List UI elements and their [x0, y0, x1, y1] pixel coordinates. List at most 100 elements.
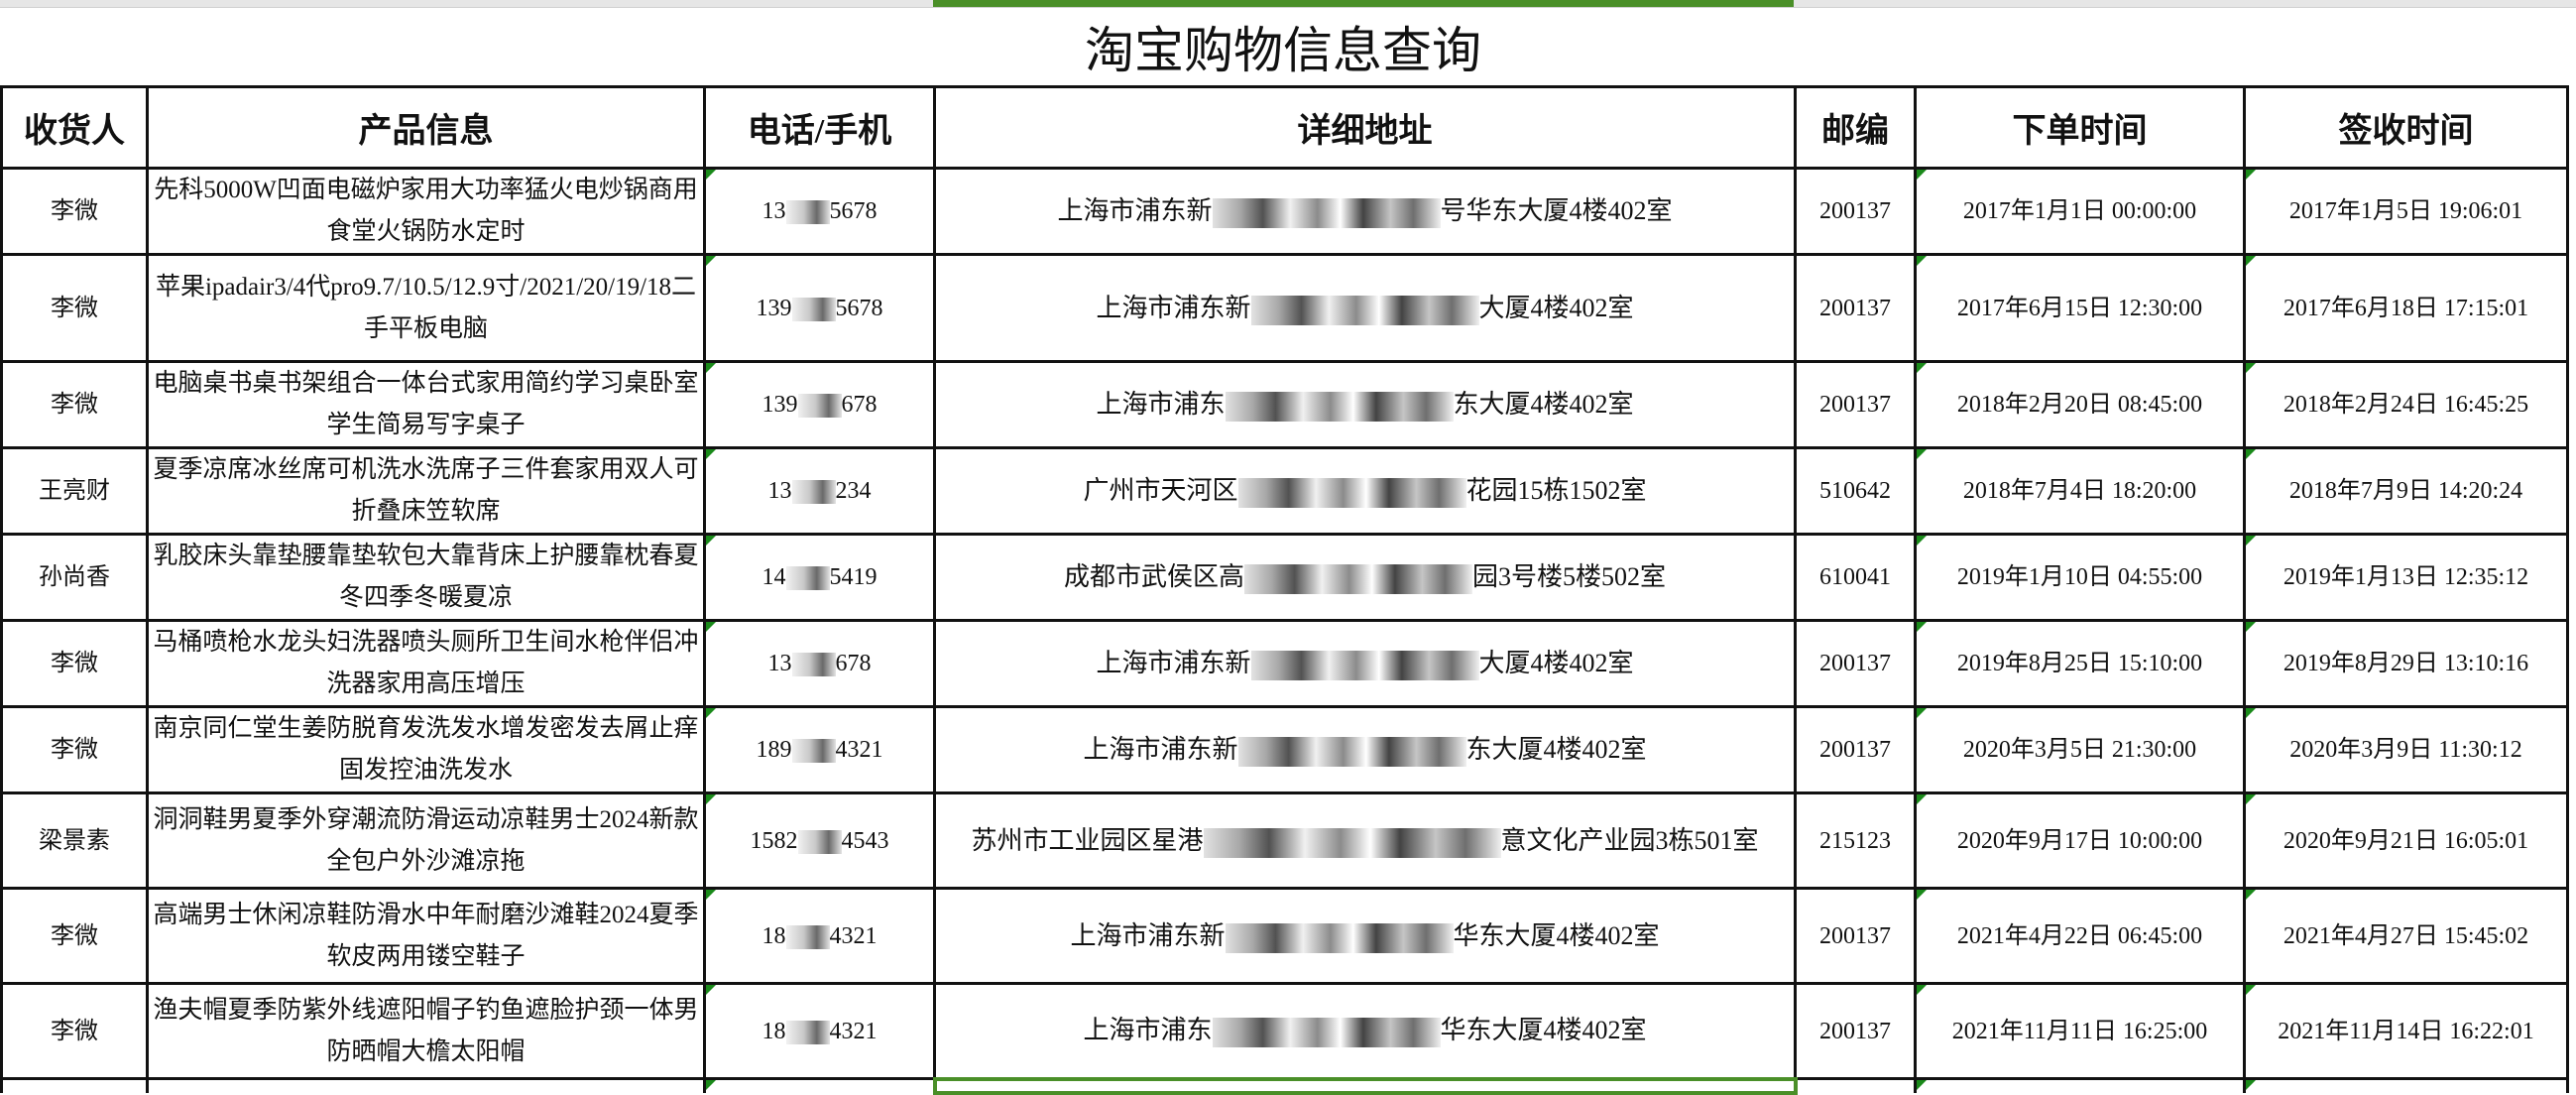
recipient-cell[interactable]: 李微 — [0, 360, 149, 449]
zip-cell[interactable]: 200137 — [1794, 167, 1917, 256]
phone-cell[interactable]: 13 678 — [703, 619, 936, 708]
sign-time-cell[interactable]: 2017年6月18日 17:15:01 — [2243, 253, 2569, 363]
address-cell[interactable]: 广州市天河区 花园15栋1502室 — [933, 446, 1797, 536]
orders-table: 收货人 产品信息 电话/手机 详细地址 邮编 下单时间 签收时间 李微 先科5000W凹面电磁… — [0, 85, 2569, 1095]
header-sign-time[interactable]: 签收时间 — [2243, 85, 2569, 170]
table-row: 梁景素 洞洞鞋男夏季外穿潮流防滑运动凉鞋男士2024新款全包户外沙滩凉拖 1582 4… — [0, 791, 2569, 890]
sign-time-cell[interactable]: 2018年7月9日 14:20:24 — [2243, 446, 2569, 536]
address-cell[interactable]: 上海市浦东新 号华东大厦4楼402室 — [933, 167, 1797, 256]
zip-cell[interactable]: 510642 — [1794, 446, 1917, 536]
zip-cell[interactable]: 610041 — [1794, 533, 1917, 622]
order-time-cell[interactable]: 2019年1月10日 04:55:00 — [1914, 533, 2246, 622]
address-cell[interactable]: 上海市浦东新 东大厦4楼402室 — [933, 705, 1797, 794]
header-zip[interactable]: 邮编 — [1794, 85, 1917, 170]
order-time-cell[interactable]: 2018年7月4日 18:20:00 — [1914, 446, 2246, 536]
phone-cell[interactable]: 139 678 — [703, 360, 936, 449]
sign-time-cell[interactable]: 2019年1月13日 12:35:12 — [2243, 533, 2569, 622]
header-product[interactable]: 产品信息 — [146, 85, 706, 170]
address-cell[interactable]: 苏州市工业园区星港 意文化产业园3栋501室 — [933, 791, 1797, 890]
phone-cell[interactable]: 14 5419 — [703, 533, 936, 622]
header-row: 收货人 产品信息 电话/手机 详细地址 邮编 下单时间 签收时间 — [0, 85, 2569, 170]
sign-time-cell[interactable]: 2018年2月24日 16:45:25 — [2243, 360, 2569, 449]
sign-time-cell[interactable]: 2021年4月27日 15:45:02 — [2243, 887, 2569, 985]
table-row: 李微 电脑桌书桌书架组合一体台式家用简约学习桌卧室学生简易写字桌子 139 678 上海… — [0, 360, 2569, 449]
zip-cell[interactable]: 215123 — [1794, 791, 1917, 890]
product-cell[interactable]: 渔夫帽夏季防紫外线遮阳帽子钓鱼遮脸护颈一体男防晒帽大檐太阳帽 — [146, 982, 706, 1080]
product-cell[interactable]: 马桶喷枪水龙头妇洗器喷头厕所卫生间水枪伴侣冲洗器家用高压增压 — [146, 619, 706, 708]
sign-time-cell[interactable]: 2021年11月14日 16:22:01 — [2243, 982, 2569, 1080]
phone-cell[interactable]: 18 4321 — [703, 982, 936, 1080]
redacted-mask — [785, 200, 830, 225]
header-order-time[interactable]: 下单时间 — [1914, 85, 2246, 170]
selected-cell[interactable] — [932, 1076, 1798, 1095]
address-cell[interactable]: 成都市武侯区高 园3号楼5楼502室 — [933, 533, 1797, 622]
product-cell[interactable]: 先科5000W凹面电磁炉家用大功率猛火电炒锅商用食堂火锅防水定时 — [146, 167, 706, 256]
redacted-mask — [785, 924, 830, 949]
product-cell[interactable]: 高端男士休闲凉鞋防滑水中年耐磨沙滩鞋2024夏季软皮两用镂空鞋子 — [146, 887, 706, 985]
sheet-title[interactable]: 淘宝购物信息查询 — [0, 8, 2566, 85]
redacted-mask — [1212, 1018, 1441, 1048]
redacted-mask — [1250, 295, 1479, 325]
phone-cell[interactable]: 13 5678 — [703, 167, 936, 256]
order-time-cell[interactable]: 2018年2月20日 08:45:00 — [1914, 360, 2246, 449]
zip-cell[interactable]: 200137 — [1794, 887, 1917, 985]
order-time-cell[interactable]: 2020年3月5日 21:30:00 — [1914, 705, 2246, 794]
address-suffix: 华东大厦4楼402室 — [1440, 1016, 1647, 1045]
phone-prefix: 189 — [756, 737, 792, 763]
phone-cell[interactable]: 1582 4543 — [703, 791, 936, 890]
recipient-cell[interactable]: 李微 — [0, 887, 149, 985]
phone-cell[interactable]: 139 5678 — [703, 253, 936, 363]
empty-cell[interactable] — [703, 1077, 936, 1093]
sign-time-cell[interactable]: 2020年3月9日 11:30:12 — [2243, 705, 2569, 794]
product-cell[interactable]: 洞洞鞋男夏季外穿潮流防滑运动凉鞋男士2024新款全包户外沙滩凉拖 — [146, 791, 706, 890]
zip-cell[interactable]: 200137 — [1794, 360, 1917, 449]
recipient-cell[interactable]: 李微 — [0, 167, 149, 256]
empty-cell[interactable] — [0, 1077, 149, 1093]
sign-time-cell[interactable]: 2017年1月5日 19:06:01 — [2243, 167, 2569, 256]
zip-cell[interactable]: 200137 — [1794, 253, 1917, 363]
zip-cell[interactable]: 200137 — [1794, 705, 1917, 794]
recipient-cell[interactable]: 李微 — [0, 619, 149, 708]
zip-cell[interactable]: 200137 — [1794, 982, 1917, 1080]
phone-prefix: 13 — [767, 478, 792, 504]
address-cell[interactable]: 上海市浦东 东大厦4楼402室 — [933, 360, 1797, 449]
recipient-cell[interactable]: 李微 — [0, 253, 149, 363]
phone-cell[interactable]: 189 4321 — [703, 705, 936, 794]
header-recipient[interactable]: 收货人 — [0, 85, 149, 170]
order-time-cell[interactable]: 2017年1月1日 00:00:00 — [1914, 167, 2246, 256]
recipient-cell[interactable]: 孙尚香 — [0, 533, 149, 622]
product-cell[interactable]: 乳胶床头靠垫腰靠垫软包大靠背床上护腰靠枕春夏冬四季冬暖夏凉 — [146, 533, 706, 622]
order-time-cell[interactable]: 2021年11月11日 16:25:00 — [1914, 982, 2246, 1080]
recipient-cell[interactable]: 王亮财 — [0, 446, 149, 536]
address-cell[interactable]: 上海市浦东新 大厦4楼402室 — [933, 619, 1797, 708]
empty-cell[interactable] — [1914, 1077, 2246, 1093]
sign-time-cell[interactable]: 2019年8月29日 13:10:16 — [2243, 619, 2569, 708]
phone-cell[interactable]: 18 4321 — [703, 887, 936, 985]
header-address[interactable]: 详细地址 — [933, 85, 1797, 170]
redacted-mask — [785, 566, 830, 591]
redacted-mask — [785, 1020, 830, 1044]
order-time-cell[interactable]: 2017年6月15日 12:30:00 — [1914, 253, 2246, 363]
empty-cell[interactable] — [1794, 1077, 1917, 1093]
phone-suffix: 4321 — [829, 922, 878, 949]
order-time-cell[interactable]: 2020年9月17日 10:00:00 — [1914, 791, 2246, 890]
address-cell[interactable]: 上海市浦东新 华东大厦4楼402室 — [933, 887, 1797, 985]
redacted-mask — [791, 653, 836, 677]
empty-cell[interactable] — [146, 1077, 706, 1093]
header-phone[interactable]: 电话/手机 — [703, 85, 936, 170]
recipient-cell[interactable]: 梁景素 — [0, 791, 149, 890]
empty-cell[interactable] — [2243, 1077, 2569, 1093]
address-cell[interactable]: 上海市浦东 华东大厦4楼402室 — [933, 982, 1797, 1080]
phone-cell[interactable]: 13 234 — [703, 446, 936, 536]
zip-cell[interactable]: 200137 — [1794, 619, 1917, 708]
recipient-cell[interactable]: 李微 — [0, 705, 149, 794]
product-cell[interactable]: 夏季凉席冰丝席可机洗水洗席子三件套家用双人可折叠床笠软席 — [146, 446, 706, 536]
address-cell[interactable]: 上海市浦东新 大厦4楼402室 — [933, 253, 1797, 363]
product-cell[interactable]: 电脑桌书桌书架组合一体台式家用简约学习桌卧室学生简易写字桌子 — [146, 360, 706, 449]
product-cell[interactable]: 苹果ipadair3/4代pro9.7/10.5/12.9寸/2021/20/1… — [146, 253, 706, 363]
sign-time-cell[interactable]: 2020年9月21日 16:05:01 — [2243, 791, 2569, 890]
product-cell[interactable]: 南京同仁堂生姜防脱育发洗发水增发密发去屑止痒固发控油洗发水 — [146, 705, 706, 794]
order-time-cell[interactable]: 2019年8月25日 15:10:00 — [1914, 619, 2246, 708]
order-time-cell[interactable]: 2021年4月22日 06:45:00 — [1914, 887, 2246, 985]
recipient-cell[interactable]: 李微 — [0, 982, 149, 1080]
